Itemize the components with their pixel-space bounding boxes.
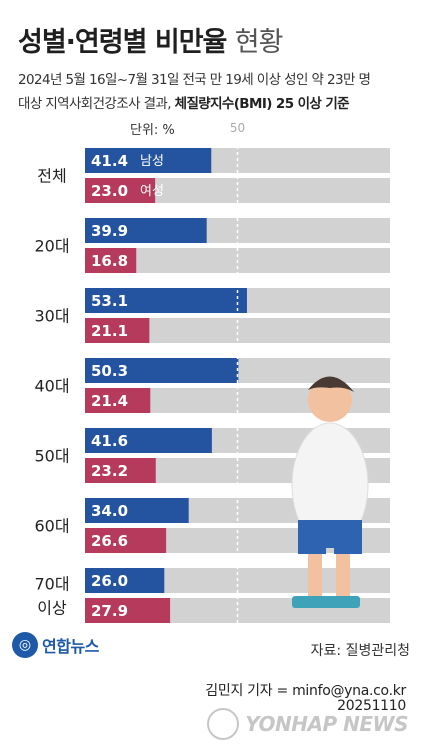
- subtitle-line1: 2024년 5월 16일~7월 31일 전국 만 19세 이상 성인 약 23만…: [18, 72, 371, 88]
- logo-text: 연합뉴스: [42, 637, 99, 656]
- value-label: 41.4: [91, 152, 128, 170]
- category-label: 40대: [34, 377, 69, 396]
- male-bar: [85, 568, 165, 593]
- person-leg-icon: [308, 554, 322, 598]
- female-bar: [85, 388, 151, 413]
- female-bar: [85, 248, 137, 273]
- logo-mark-icon: ◎: [12, 632, 38, 658]
- category-label: 60대: [34, 517, 69, 536]
- category-label: 이상: [37, 599, 67, 618]
- value-label: 41.6: [91, 432, 128, 450]
- source-label: 자료: 질병관리청: [310, 643, 410, 659]
- subtitle-line2-plain: 대상 지역사회건강조사 결과,: [18, 96, 172, 112]
- reporter-credit: 김민지 기자 = minfo@yna.co.kr: [205, 683, 406, 699]
- scale-icon: [292, 596, 360, 608]
- subtitle-line2: 대상 지역사회건강조사 결과, 체질량지수(BMI) 25 이상 기준: [18, 92, 350, 112]
- value-label: 23.0: [91, 182, 128, 200]
- category-label: 30대: [34, 307, 69, 326]
- person-head-icon: [308, 378, 352, 422]
- male-bar: [85, 358, 239, 383]
- person-hair-icon: [308, 376, 354, 392]
- value-label: 34.0: [91, 502, 128, 520]
- male-bar: [85, 288, 247, 313]
- category-label: 70대: [34, 575, 69, 594]
- female-bar: [85, 528, 167, 553]
- unit-label: 단위: %: [130, 123, 175, 138]
- bar-chart: 단위: % 50 전체 41.4 남성 23.0 여성 20대 39.9 16.8 30대 53.1 2…: [34, 121, 390, 623]
- series-legend-label: 여성: [140, 184, 164, 199]
- value-label: 39.9: [91, 222, 128, 240]
- category-label: 50대: [34, 447, 69, 466]
- category-label: 전체: [37, 167, 66, 186]
- title-light: 현황: [234, 27, 284, 58]
- series-legend-label: 남성: [140, 154, 164, 169]
- female-bar: [85, 318, 150, 343]
- value-label: 16.8: [91, 252, 128, 270]
- value-label: 23.2: [91, 462, 128, 480]
- person-leg-icon: [336, 554, 350, 598]
- reference-line-label: 50: [230, 121, 245, 135]
- value-label: 21.1: [91, 322, 128, 340]
- male-bar: [85, 218, 207, 243]
- person-shorts-icon: [298, 520, 362, 554]
- watermark-circle-icon: [207, 708, 240, 740]
- title-main: 성별·연령별 비만율: [18, 27, 227, 58]
- yonhap-logo: ◎ 연합뉴스: [12, 632, 99, 658]
- watermark-text: YONHAP NEWS: [245, 712, 408, 736]
- male-bar: [85, 428, 212, 453]
- male-bar: [85, 498, 189, 523]
- female-bar: [85, 178, 156, 203]
- value-label: 53.1: [91, 292, 128, 310]
- chart-title: 성별·연령별 비만율 현황: [18, 20, 284, 59]
- category-label: 20대: [34, 237, 69, 256]
- male-bar: [85, 148, 212, 173]
- female-bar: [85, 598, 171, 623]
- value-label: 27.9: [91, 602, 128, 620]
- subtitle-line2-bold: 체질량지수(BMI) 25 이상 기준: [174, 96, 350, 112]
- date-code: 20251110: [337, 698, 406, 714]
- watermark: YONHAP NEWS: [207, 708, 408, 740]
- value-label: 21.4: [91, 392, 128, 410]
- value-label: 26.6: [91, 532, 128, 550]
- female-bar: [85, 458, 156, 483]
- value-label: 26.0: [91, 572, 128, 590]
- value-label: 50.3: [91, 362, 128, 380]
